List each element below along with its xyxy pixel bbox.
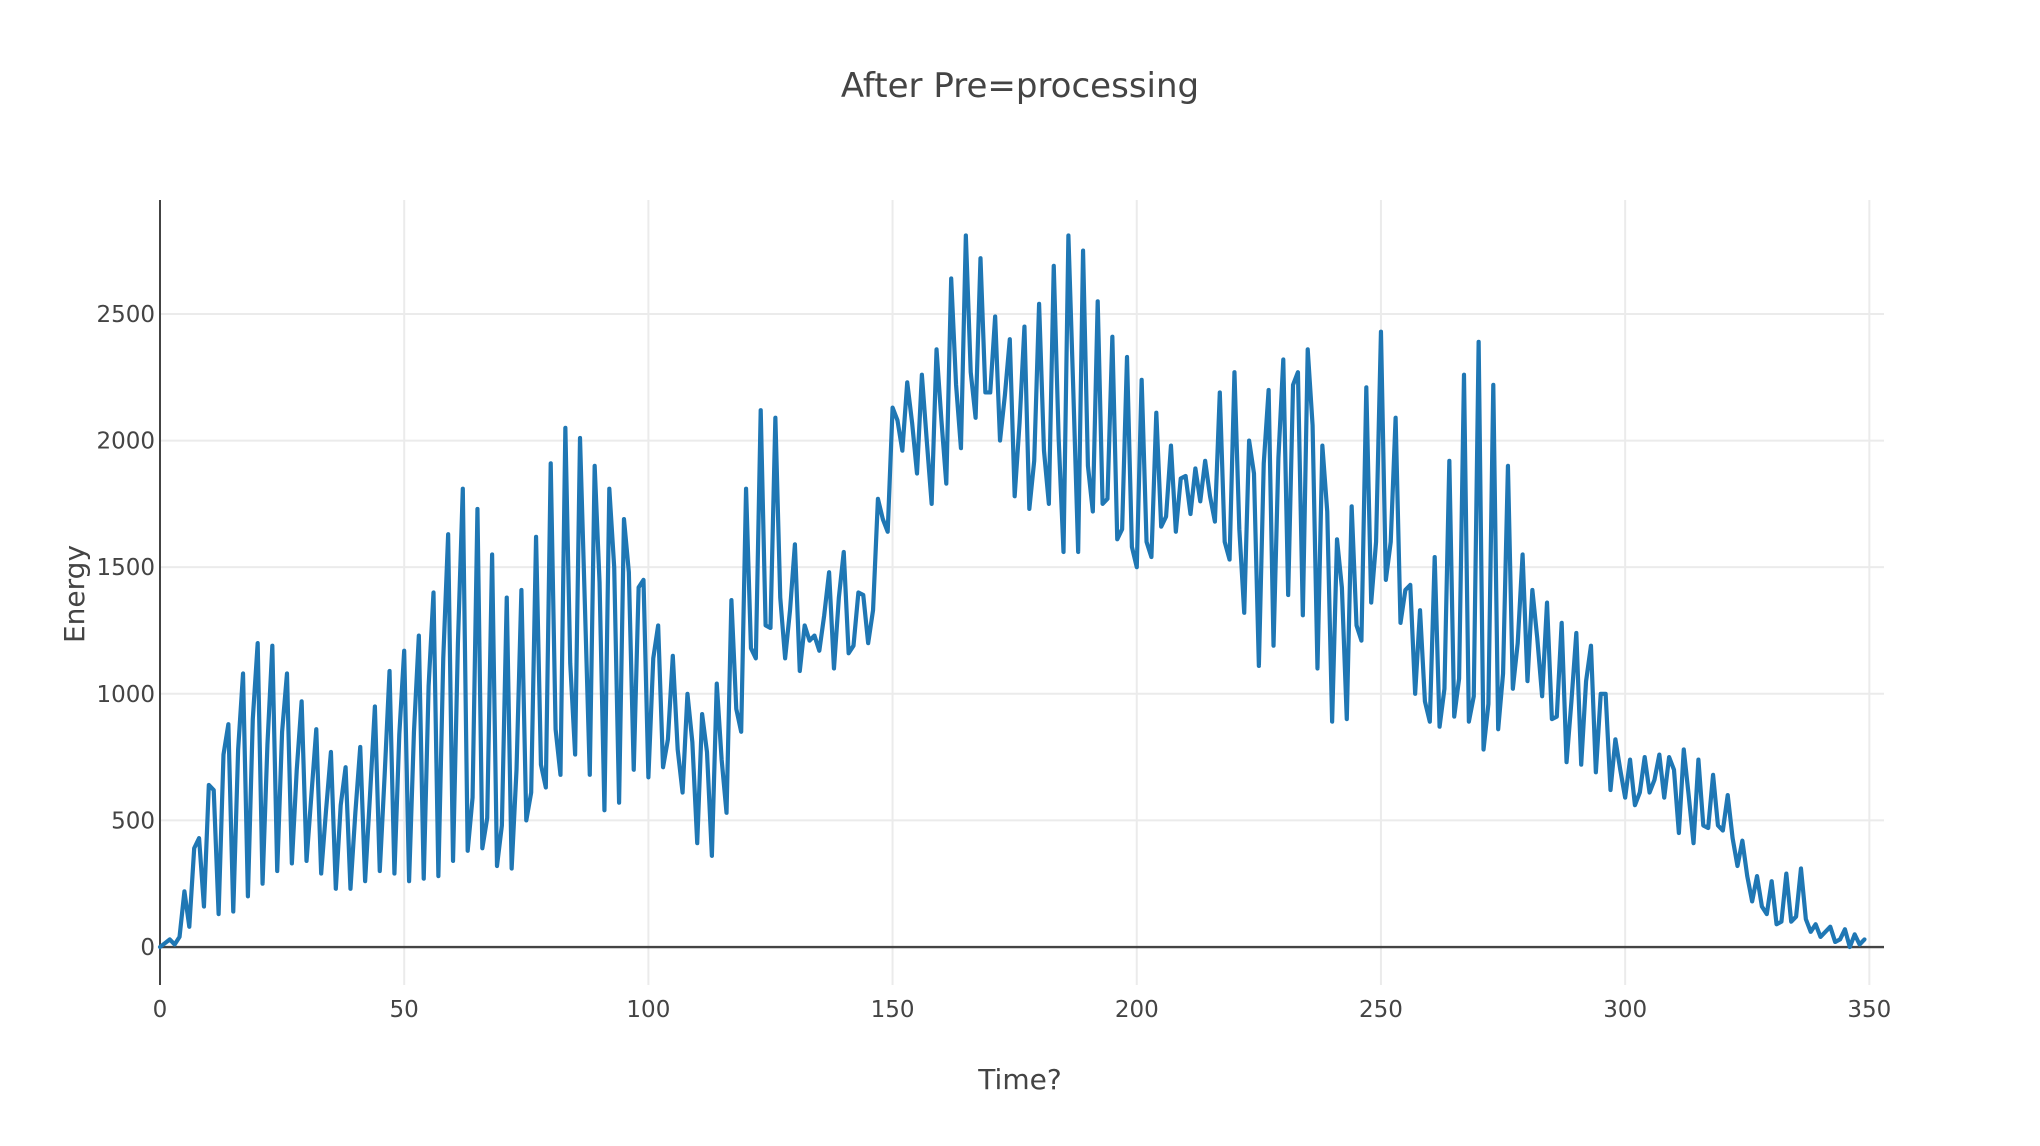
x-tick-label: 300 <box>1603 997 1647 1023</box>
x-axis-label: Time? <box>977 1063 1061 1096</box>
chart-title: After Pre=processing <box>841 66 1199 106</box>
y-tick-label: 0 <box>140 935 155 961</box>
x-tick-label: 100 <box>626 997 670 1023</box>
axis-layer <box>159 200 1884 985</box>
y-tick-label: 1000 <box>96 682 155 708</box>
y-tick-label: 2000 <box>96 429 155 455</box>
grid-layer <box>160 200 1884 985</box>
x-tick-label: 200 <box>1115 997 1159 1023</box>
x-tick-label: 150 <box>871 997 915 1023</box>
x-tick-label: 250 <box>1359 997 1403 1023</box>
series-layer <box>157 233 1867 950</box>
x-tick-label: 350 <box>1847 997 1891 1023</box>
y-axis-label: Energy <box>58 545 91 643</box>
y-tick-label: 2500 <box>96 302 155 328</box>
x-tick-label: 50 <box>390 997 419 1023</box>
y-tick-label: 500 <box>111 808 155 834</box>
y-tick-label: 1500 <box>96 555 155 581</box>
series-line <box>157 233 1867 950</box>
tick-layer: 0 50 100 150 200 250 300 350 0 500 1000 1500 2000 250… <box>96 302 1891 1023</box>
x-tick-label: 0 <box>153 997 168 1023</box>
